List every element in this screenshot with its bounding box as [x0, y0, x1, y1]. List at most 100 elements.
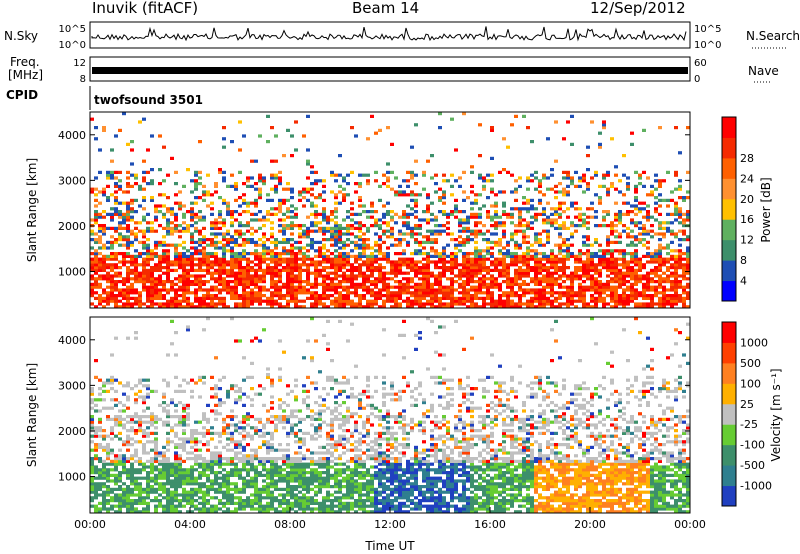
data-cell	[462, 288, 466, 292]
data-cell	[158, 240, 162, 244]
data-cell	[126, 429, 130, 433]
data-cell	[218, 210, 222, 214]
data-cell	[410, 291, 414, 295]
data-cell	[146, 249, 150, 253]
data-cell	[158, 266, 162, 270]
data-cell	[566, 184, 570, 188]
data-cell	[94, 496, 98, 500]
data-cell	[406, 226, 410, 230]
data-cell	[306, 235, 310, 239]
data-cell	[450, 117, 454, 121]
data-cell	[126, 252, 130, 256]
data-cell	[310, 285, 314, 289]
data-cell	[174, 510, 178, 514]
data-cell	[654, 173, 658, 177]
data-cell	[98, 224, 102, 228]
data-cell	[142, 229, 146, 233]
data-cell	[246, 201, 250, 205]
data-cell	[646, 254, 650, 258]
data-cell	[154, 426, 158, 430]
data-cell	[586, 184, 590, 188]
data-cell	[558, 277, 562, 281]
data-cell	[110, 473, 114, 477]
data-cell	[554, 282, 558, 286]
data-cell	[374, 240, 378, 244]
data-cell	[570, 288, 574, 292]
data-cell	[114, 212, 118, 216]
data-cell	[418, 260, 422, 264]
nsky-panel: 10^5 10^0 10^5 10^0	[59, 21, 788, 51]
data-cell	[442, 190, 446, 194]
data-cell	[550, 282, 554, 286]
data-cell	[366, 266, 370, 270]
data-cell	[186, 291, 190, 295]
data-cell	[170, 302, 174, 306]
data-cell	[614, 299, 618, 303]
data-cell	[430, 305, 434, 309]
data-cell	[122, 471, 126, 475]
data-cell	[394, 268, 398, 272]
data-cell	[490, 254, 494, 258]
data-cell	[186, 280, 190, 284]
data-cell	[342, 240, 346, 244]
data-cell	[174, 454, 178, 458]
data-cell	[206, 501, 210, 505]
data-cell	[330, 263, 334, 267]
data-cell	[146, 182, 150, 186]
data-cell	[126, 501, 130, 505]
data-cell	[590, 282, 594, 286]
data-cell	[134, 451, 138, 455]
data-cell	[98, 282, 102, 286]
data-cell	[326, 229, 330, 233]
data-cell	[542, 268, 546, 272]
data-cell	[630, 254, 634, 258]
data-cell	[190, 260, 194, 264]
data-cell	[446, 277, 450, 281]
data-cell	[242, 302, 246, 306]
data-cell	[186, 305, 190, 309]
data-cell	[298, 268, 302, 272]
data-cell	[638, 268, 642, 272]
data-cell	[318, 229, 322, 233]
data-cell	[642, 294, 646, 298]
data-cell	[198, 375, 202, 379]
data-cell	[594, 271, 598, 275]
data-cell	[550, 221, 554, 225]
data-cell	[594, 296, 598, 300]
data-cell	[210, 296, 214, 300]
data-cell	[98, 476, 102, 480]
data-cell	[554, 271, 558, 275]
data-cell	[426, 196, 430, 200]
data-cell	[226, 471, 230, 475]
data-cell	[470, 190, 474, 194]
y-tick-label: 3000	[58, 174, 86, 187]
data-cell	[154, 389, 158, 393]
data-cell	[354, 305, 358, 309]
data-cell	[242, 198, 246, 202]
data-cell	[534, 282, 538, 286]
data-cell	[570, 221, 574, 225]
data-cell	[290, 294, 294, 298]
data-cell	[554, 190, 558, 194]
data-cell	[502, 210, 506, 214]
data-cell	[166, 266, 170, 270]
data-cell	[250, 240, 254, 244]
data-cell	[678, 257, 682, 261]
data-cell	[258, 263, 262, 267]
data-cell	[526, 179, 530, 183]
data-cell	[346, 302, 350, 306]
data-cell	[474, 221, 478, 225]
data-cell	[322, 210, 326, 214]
data-cell	[390, 285, 394, 289]
data-cell	[118, 401, 122, 405]
data-cell	[678, 260, 682, 264]
data-cell	[570, 176, 574, 180]
data-cell	[146, 285, 150, 289]
data-cell	[546, 229, 550, 233]
data-cell	[198, 210, 202, 214]
data-cell	[406, 260, 410, 264]
data-cell	[390, 243, 394, 247]
data-cell	[546, 221, 550, 225]
data-cell	[630, 285, 634, 289]
data-cell	[286, 299, 290, 303]
